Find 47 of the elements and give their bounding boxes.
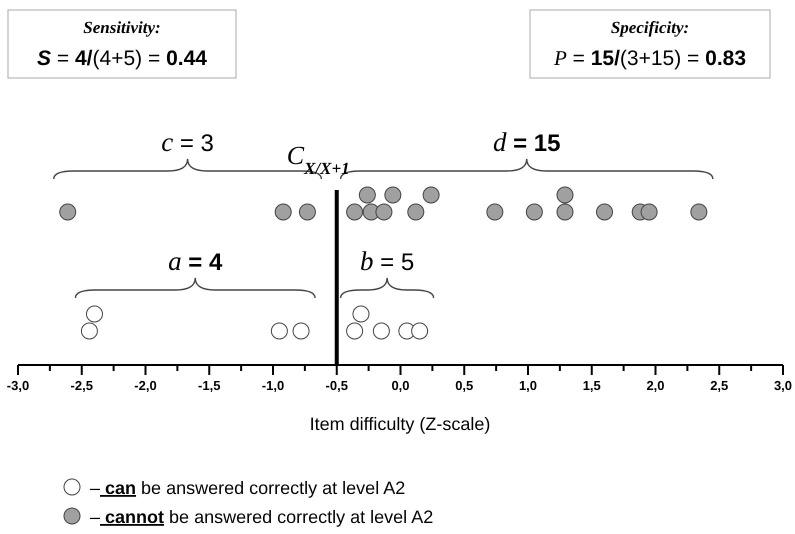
x-tick-label: 0,0 <box>391 378 410 393</box>
point <box>411 322 428 340</box>
point <box>556 204 574 220</box>
x-tick-label: -1,0 <box>262 378 284 393</box>
point <box>526 204 543 220</box>
point <box>384 186 402 204</box>
x-tick-label: 2,0 <box>646 378 665 393</box>
point <box>640 204 658 220</box>
point <box>690 204 708 220</box>
point <box>346 204 364 220</box>
text: Specificity: P = 15/(3+15) = 0.83 <box>554 18 746 70</box>
point <box>292 322 310 340</box>
point <box>358 186 376 204</box>
point <box>596 204 613 220</box>
point <box>556 186 574 204</box>
point <box>486 204 504 220</box>
ref-line-label: C$_{X/X+1}$ <box>286 141 350 178</box>
text: Sensitivity: S = 4/(4+5) = 0.44 <box>37 18 207 70</box>
x-tick-label: -3,0 <box>6 378 30 393</box>
x-axis-title: Item difficulty (Z-scale) <box>310 414 490 434</box>
x-tick-label: 0,5 <box>455 378 474 393</box>
x-tick-label: 1,0 <box>518 378 538 393</box>
text: c = 3 <box>161 127 214 157</box>
x-tick-label: 1,5 <box>582 378 601 393</box>
x-tick-label: -2,0 <box>134 378 157 393</box>
point <box>270 322 288 340</box>
x-tick-label: 2,5 <box>710 378 728 393</box>
point <box>372 322 390 340</box>
annotation: a = 4 <box>168 246 223 276</box>
legend-label: – cannot be answered correctly at level A2 <box>90 507 434 527</box>
point <box>346 322 364 340</box>
x-tick-label: -2,5 <box>70 378 93 393</box>
point <box>375 204 392 220</box>
point <box>86 306 103 322</box>
point <box>274 204 292 220</box>
text: d = 15 <box>492 127 560 157</box>
point <box>422 186 440 204</box>
point <box>59 204 76 220</box>
x-tick-label: 3,0 <box>774 378 792 393</box>
point <box>352 306 370 322</box>
x-tick-label: -1,5 <box>198 378 220 393</box>
legend-label: – can be answered correctly at level A2 <box>90 478 406 498</box>
x-tick-label: -0,5 <box>326 378 348 393</box>
point <box>298 204 316 220</box>
point <box>407 204 424 220</box>
point <box>80 322 98 340</box>
annotation: b = 5 <box>360 246 414 276</box>
